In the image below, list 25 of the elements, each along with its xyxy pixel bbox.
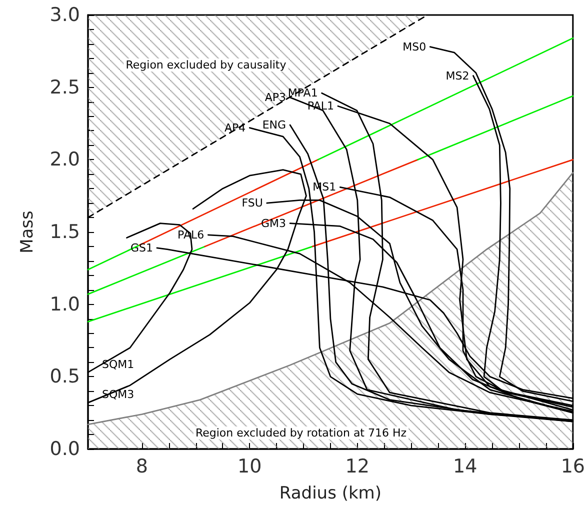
y-tick-label: 0.0	[50, 438, 80, 460]
y-tick-label: 2.0	[50, 148, 80, 171]
annotation: Region excluded by causality	[126, 58, 287, 72]
x-tick-label: 16	[560, 456, 586, 478]
x-tick-label: 14	[453, 456, 478, 478]
y-tick-label: 0.5	[50, 366, 80, 388]
series-label: SQM1	[102, 358, 134, 371]
series-label: GM3	[261, 216, 286, 230]
series-label: AP3	[264, 90, 286, 104]
y-tick-label: 1.5	[50, 221, 80, 243]
y-tick-label: 1.0	[50, 293, 80, 316]
series-label: MS0	[402, 40, 426, 54]
annotation: Region excluded by rotation at 716 Hz	[195, 426, 407, 440]
x-tick-label: 12	[345, 456, 370, 478]
y-tick-label: 3.0	[50, 4, 80, 26]
series-label: FSU	[242, 196, 263, 210]
series-label: MS2	[446, 69, 470, 82]
y-tick-label: 2.5	[50, 76, 80, 98]
series-label: GS1	[130, 241, 153, 254]
x-tick-label: 8	[136, 456, 148, 478]
series-label: MPA1	[288, 86, 318, 100]
x-axis-title: Radius (km)	[279, 484, 382, 504]
series-label: ENG	[262, 118, 286, 132]
x-tick-label: 10	[238, 456, 262, 478]
y-axis-title: Mass	[18, 210, 38, 254]
